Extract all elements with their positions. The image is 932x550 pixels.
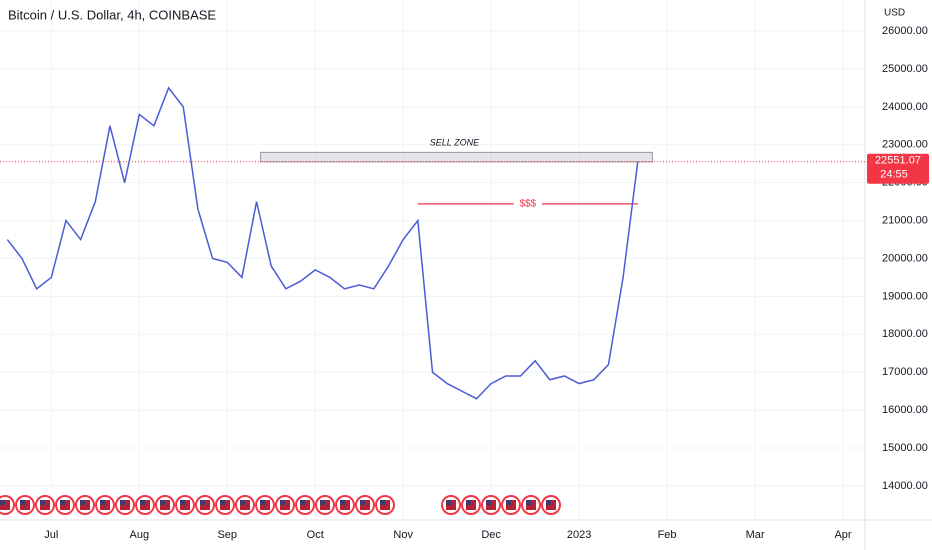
event-icon (75, 495, 95, 515)
event-icon (55, 495, 75, 515)
event-icon (501, 495, 521, 515)
y-tick-label: 24000.00 (882, 101, 928, 113)
event-icon (481, 495, 501, 515)
event-icon-canton (360, 500, 365, 505)
event-icon-canton (220, 500, 225, 505)
event-icon-canton (506, 500, 511, 505)
event-icon-canton (20, 500, 25, 505)
event-icon (0, 495, 15, 515)
x-tick-label: Sep (217, 529, 237, 541)
event-icon (195, 495, 215, 515)
x-tick-label: Mar (746, 529, 765, 541)
event-icon-canton (240, 500, 245, 505)
event-icon-canton (80, 500, 85, 505)
event-icon (235, 495, 255, 515)
event-icon (275, 495, 295, 515)
event-icon (155, 495, 175, 515)
event-icon-canton (180, 500, 185, 505)
sell-zone (260, 151, 653, 163)
x-tick-label: Apr (834, 529, 851, 541)
event-icon-canton (200, 500, 205, 505)
event-icon (541, 495, 561, 515)
y-tick-label: 21000.00 (882, 214, 928, 226)
x-tick-label: Oct (307, 529, 324, 541)
x-tick-label: Aug (129, 529, 149, 541)
sell-zone-label: SELL ZONE (430, 138, 480, 148)
event-icon (35, 495, 55, 515)
y-tick-label: 14000.00 (882, 480, 928, 492)
event-icon (255, 495, 275, 515)
event-icon (15, 495, 35, 515)
event-icon (95, 495, 115, 515)
last-price-label: 22551.07 (875, 155, 921, 167)
x-tick-label: 2023 (567, 529, 591, 541)
y-tick-label: 15000.00 (882, 442, 928, 454)
event-icon-canton (280, 500, 285, 505)
event-icon-canton (140, 500, 145, 505)
event-icon-canton (100, 500, 105, 505)
event-icon-canton (546, 500, 551, 505)
x-tick-label: Feb (658, 529, 677, 541)
event-icon-canton (340, 500, 345, 505)
last-price-tag (867, 153, 929, 184)
event-icon-canton (446, 500, 451, 505)
event-icon (355, 495, 375, 515)
event-icon-canton (60, 500, 65, 505)
y-tick-label: 25000.00 (882, 63, 928, 75)
event-icon (461, 495, 481, 515)
event-icon-canton (120, 500, 125, 505)
event-icon-canton (40, 500, 45, 505)
countdown-label: 24:55 (880, 169, 908, 181)
event-icon (521, 495, 541, 515)
x-tick-label: Dec (481, 529, 501, 541)
y-tick-label: 17000.00 (882, 366, 928, 378)
event-icon (335, 495, 355, 515)
event-icon (441, 495, 461, 515)
event-icon-canton (300, 500, 305, 505)
price-line (6, 86, 639, 400)
axis-unit: USD (884, 8, 905, 19)
y-tick-label: 16000.00 (882, 404, 928, 416)
x-tick-label: Nov (393, 529, 413, 541)
y-tick-label: 26000.00 (882, 25, 928, 37)
event-icon-canton (526, 500, 531, 505)
event-icon (175, 495, 195, 515)
event-icon (135, 495, 155, 515)
y-tick-label: 23000.00 (882, 139, 928, 151)
event-icon-canton (320, 500, 325, 505)
y-tick-label: 18000.00 (882, 328, 928, 340)
event-icon (215, 495, 235, 515)
y-tick-label: 19000.00 (882, 290, 928, 302)
event-icon (295, 495, 315, 515)
event-icon-canton (160, 500, 165, 505)
event-icon-canton (0, 500, 5, 505)
event-icon-canton (486, 500, 491, 505)
event-icon (375, 495, 395, 515)
y-tick-label: 20000.00 (882, 252, 928, 264)
liquidity-label: $$$ (519, 199, 536, 210)
event-icon-canton (260, 500, 265, 505)
event-icon-canton (466, 500, 471, 505)
chart-title: Bitcoin / U.S. Dollar, 4h, COINBASE (8, 7, 216, 22)
x-tick-label: Jul (44, 529, 58, 541)
event-icon-canton (380, 500, 385, 505)
event-icon (115, 495, 135, 515)
event-icon (315, 495, 335, 515)
